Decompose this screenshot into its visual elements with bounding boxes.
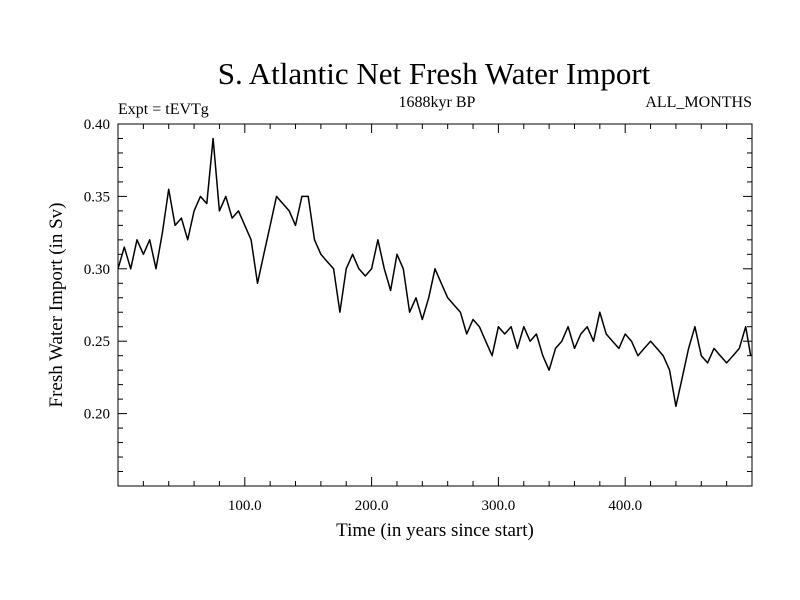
y-tick-label: 0.30 — [84, 262, 110, 278]
y-tick-label: 0.40 — [84, 117, 110, 133]
plot-frame — [117, 123, 753, 487]
chart-title: S. Atlantic Net Fresh Water Import — [218, 56, 651, 91]
period-label: 1688kyr BP — [399, 94, 476, 111]
x-tick-label: 400.0 — [608, 498, 642, 514]
y-axis-label: Fresh Water Import (in Sv) — [46, 203, 67, 408]
months-label: ALL_MONTHS — [645, 94, 752, 111]
x-tick-label: 200.0 — [355, 498, 389, 514]
x-tick-label: 300.0 — [482, 498, 516, 514]
y-axis: 0.20 0.25 0.30 0.35 0.40 — [84, 117, 752, 473]
series-line — [117, 137, 752, 408]
y-tick-label: 0.35 — [84, 189, 110, 205]
experiment-label: Expt = tEVTg — [118, 101, 209, 118]
x-tick-label: 100.0 — [228, 498, 262, 514]
y-tick-label: 0.25 — [84, 334, 110, 350]
x-axis-label: Time (in years since start) — [336, 520, 534, 541]
x-axis: 100.0 200.0 300.0 400.0 — [142, 124, 728, 514]
y-tick-label: 0.20 — [84, 407, 110, 423]
